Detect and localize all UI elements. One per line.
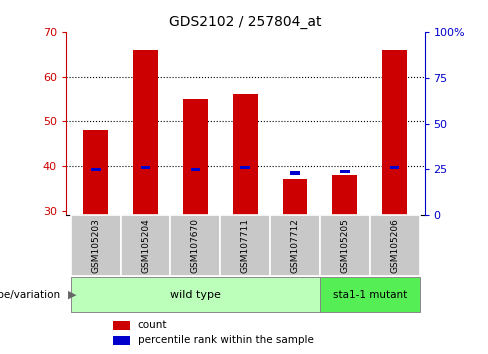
Text: ▶: ▶ [68, 290, 76, 300]
Bar [91, 168, 101, 171]
Text: GSM107670: GSM107670 [191, 218, 200, 273]
Bar [241, 166, 250, 169]
Text: count: count [138, 320, 167, 330]
Bar [320, 215, 370, 276]
Text: GSM105205: GSM105205 [340, 218, 349, 273]
Bar [220, 215, 270, 276]
Bar [170, 215, 220, 276]
Bar [141, 166, 150, 169]
Text: genotype/variation: genotype/variation [0, 290, 61, 300]
Bar [71, 278, 320, 312]
Bar [133, 50, 158, 215]
Text: GSM105204: GSM105204 [141, 218, 150, 273]
Bar [183, 99, 208, 215]
Text: percentile rank within the sample: percentile rank within the sample [138, 335, 313, 345]
Bar [121, 215, 170, 276]
Bar [332, 175, 357, 215]
Bar [390, 166, 399, 169]
Bar [71, 215, 121, 276]
Text: GSM107712: GSM107712 [290, 218, 300, 273]
Bar [83, 130, 108, 215]
Bar [191, 168, 200, 171]
Bar [113, 321, 130, 330]
Bar [283, 179, 307, 215]
Text: wild type: wild type [170, 290, 221, 300]
Bar [340, 170, 349, 173]
Bar [233, 95, 258, 215]
Bar [320, 278, 420, 312]
Text: GSM107711: GSM107711 [241, 218, 250, 273]
Bar [290, 171, 300, 175]
Text: sta1-1 mutant: sta1-1 mutant [333, 290, 407, 300]
Bar [270, 215, 320, 276]
Bar [370, 215, 420, 276]
Title: GDS2102 / 257804_at: GDS2102 / 257804_at [169, 16, 322, 29]
Bar [113, 336, 130, 345]
Text: GSM105206: GSM105206 [390, 218, 399, 273]
Bar [382, 50, 407, 215]
Text: GSM105203: GSM105203 [91, 218, 100, 273]
